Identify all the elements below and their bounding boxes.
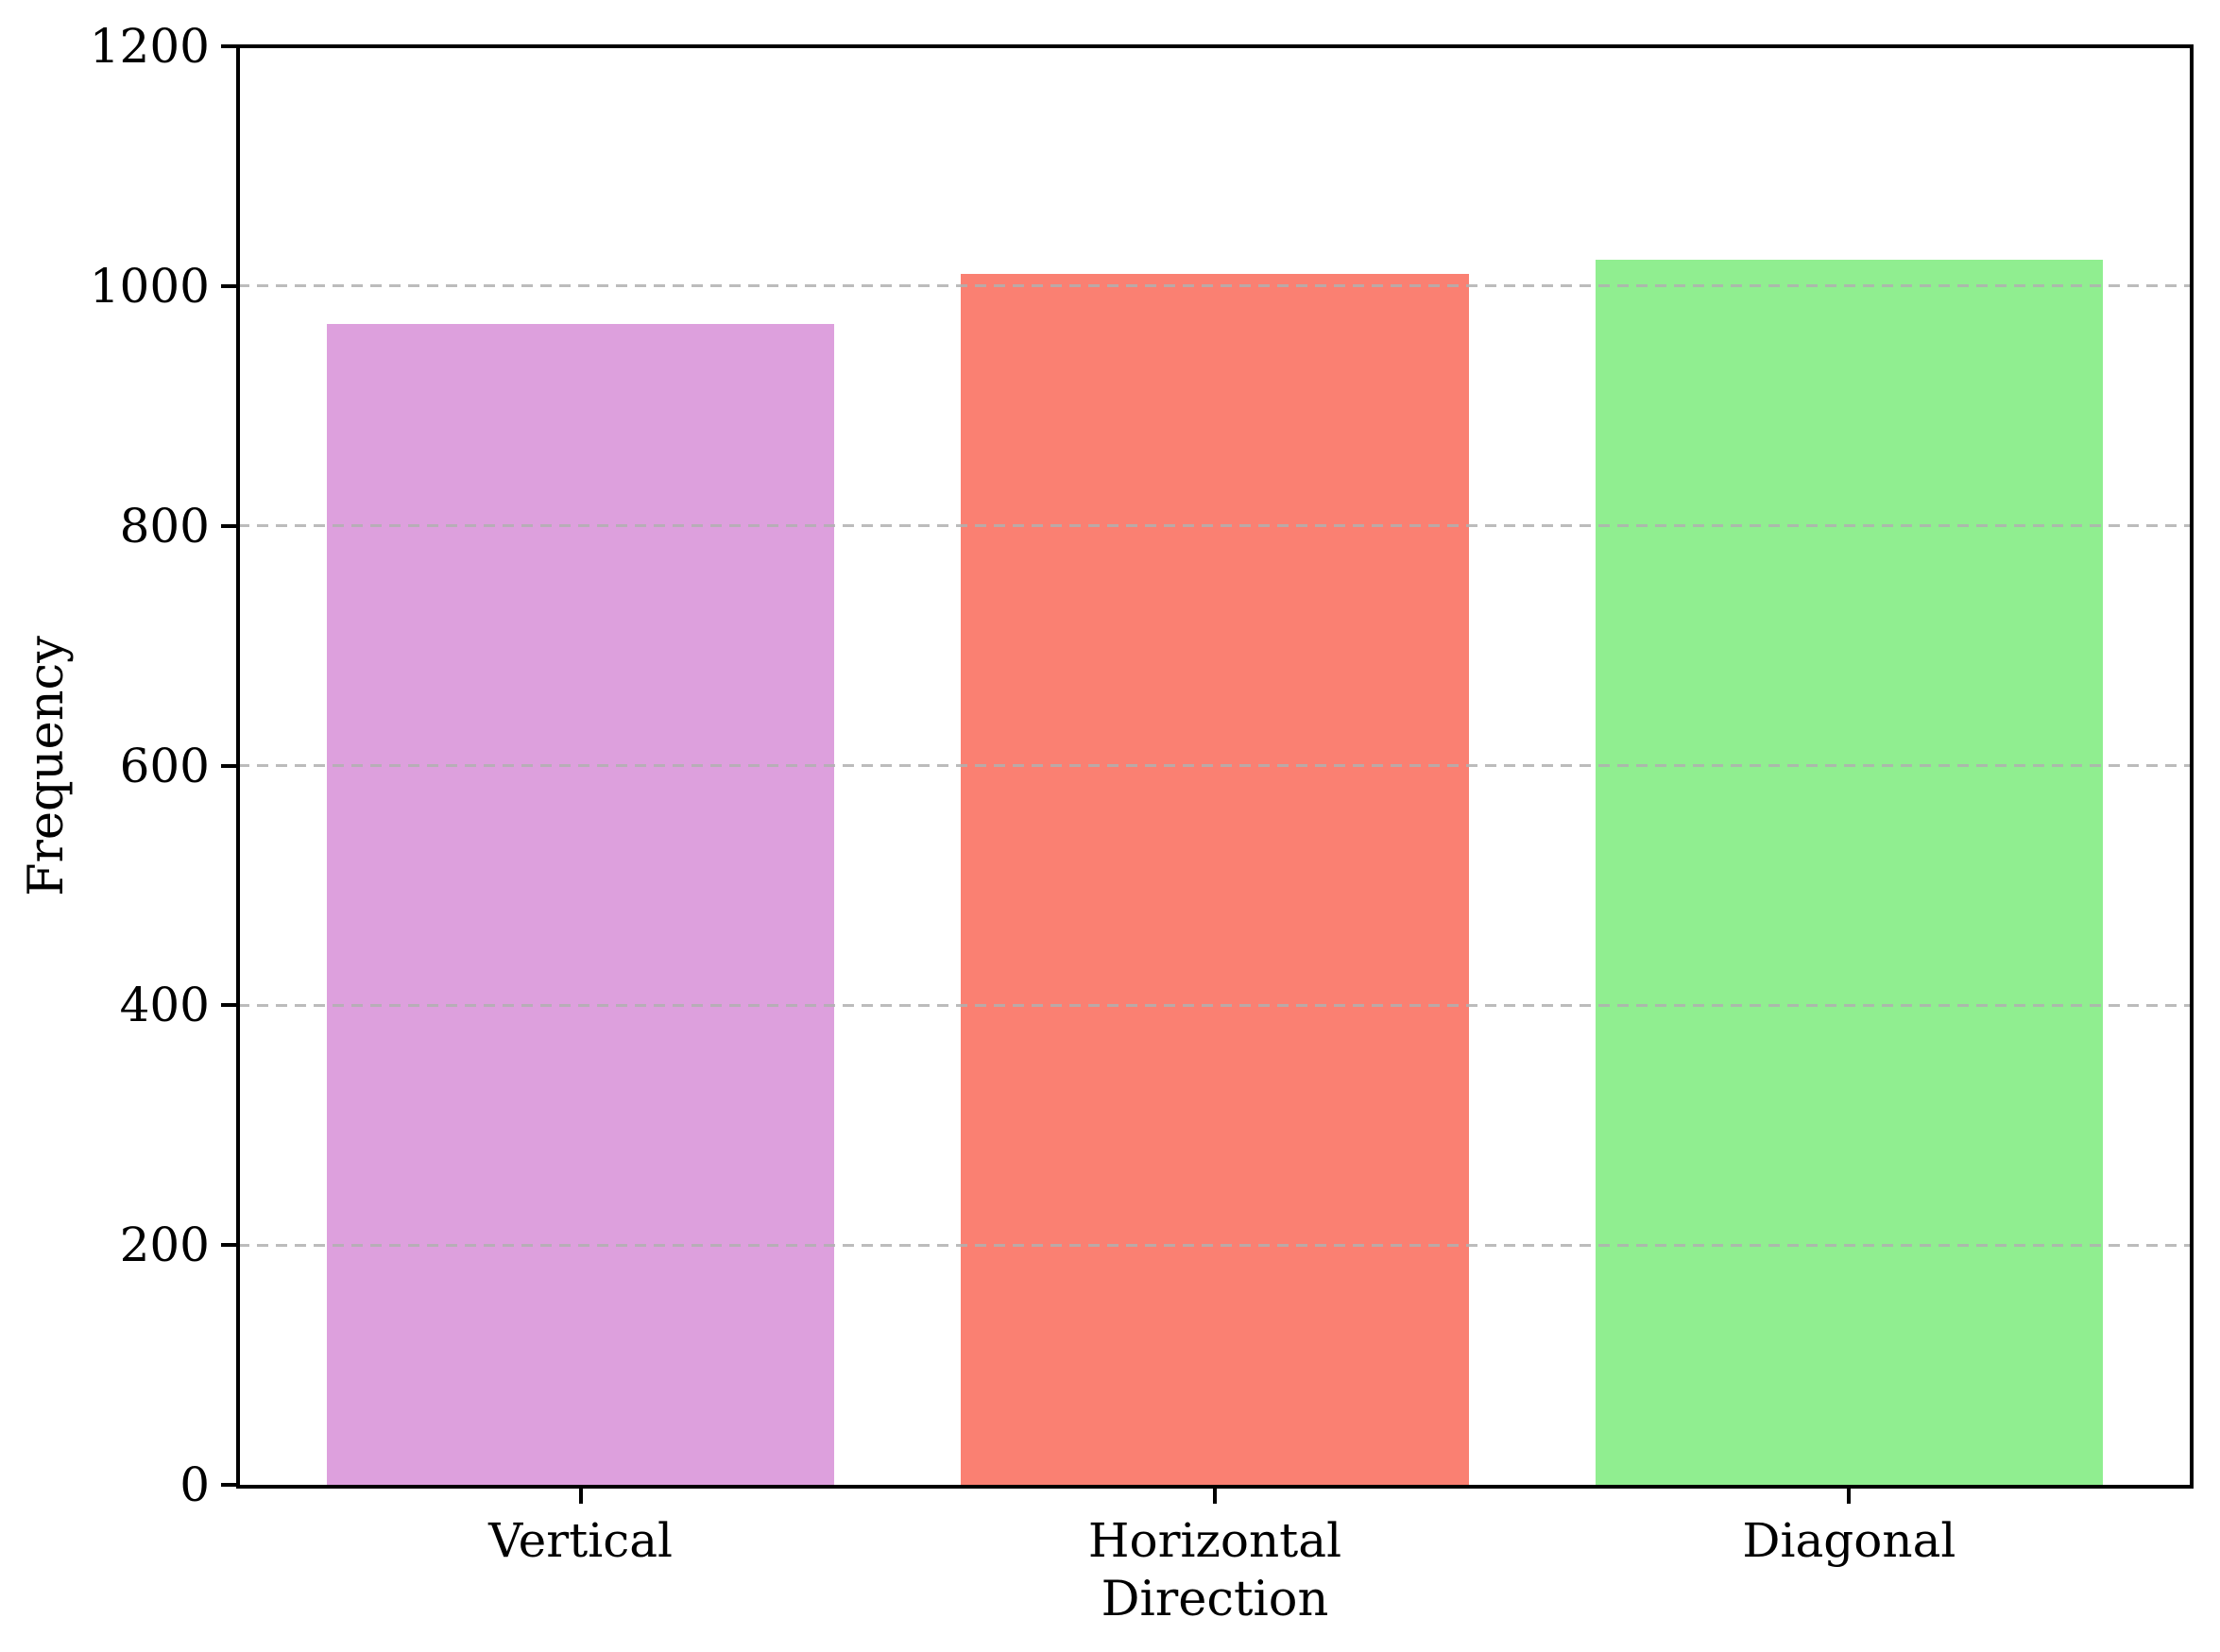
y-tick-mark-400 [221, 1003, 236, 1008]
y-tick-label-200: 200 [119, 1218, 210, 1273]
gridline-y-600 [238, 764, 2192, 767]
gridline-y-400 [238, 1003, 2192, 1007]
x-axis-label: Direction [1101, 1572, 1329, 1627]
y-tick-label-600: 600 [119, 738, 210, 793]
y-tick-label-0: 0 [179, 1457, 210, 1512]
x-tick-mark-diagonal [1847, 1489, 1852, 1504]
bar-diagonal [1595, 259, 2103, 1485]
y-tick-label-1000: 1000 [89, 258, 210, 314]
y-tick-mark-0 [221, 1483, 236, 1487]
y-tick-label-800: 800 [119, 498, 210, 554]
x-tick-mark-horizontal [1213, 1489, 1217, 1504]
y-tick-mark-1000 [221, 283, 236, 288]
y-tick-label-1200: 1200 [89, 19, 210, 74]
gridline-y-800 [238, 524, 2192, 528]
x-tick-label-vertical: Vertical [488, 1513, 674, 1568]
y-tick-mark-600 [221, 763, 236, 768]
x-tick-label-diagonal: Diagonal [1742, 1513, 1956, 1568]
y-tick-mark-800 [221, 523, 236, 528]
gridline-y-1000 [238, 284, 2192, 288]
x-tick-label-horizontal: Horizontal [1087, 1513, 1342, 1568]
bar-vertical [327, 324, 835, 1485]
y-tick-mark-1200 [221, 44, 236, 48]
y-tick-label-400: 400 [119, 978, 210, 1033]
gridline-y-200 [238, 1243, 2192, 1247]
y-tick-mark-200 [221, 1243, 236, 1248]
x-tick-mark-vertical [578, 1489, 583, 1504]
bar-horizontal [961, 274, 1469, 1485]
